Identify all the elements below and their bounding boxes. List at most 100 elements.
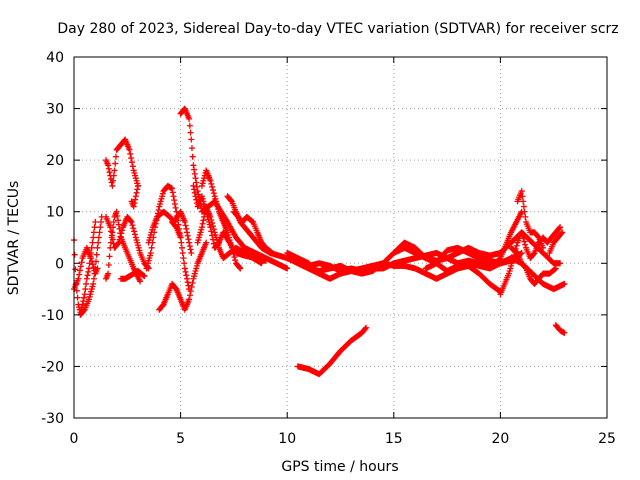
- data-point: [89, 261, 96, 268]
- data-point: [111, 167, 118, 174]
- data-point: [109, 182, 116, 189]
- data-point: [92, 219, 99, 226]
- chart-title: Day 280 of 2023, Sidereal Day-to-day VTE…: [57, 21, 618, 37]
- data-point: [561, 329, 568, 336]
- data-track: [145, 208, 195, 256]
- data-point: [199, 220, 206, 227]
- data-point: [90, 280, 97, 287]
- data-track: [194, 203, 265, 267]
- data-track: [102, 208, 144, 285]
- data-point: [127, 218, 134, 225]
- data-point: [97, 224, 104, 231]
- data-track: [177, 105, 291, 272]
- data-track: [230, 208, 276, 256]
- data-point: [540, 244, 547, 251]
- data-point: [112, 153, 119, 160]
- data-point: [207, 177, 214, 184]
- data-point: [186, 115, 193, 122]
- x-tick-label: 25: [598, 431, 616, 447]
- data-point: [95, 239, 102, 246]
- data-point: [90, 275, 97, 282]
- data-point: [110, 219, 117, 226]
- y-tick-label: 0: [55, 256, 64, 272]
- data-point: [128, 159, 135, 166]
- data-point: [521, 208, 528, 215]
- data-point: [191, 189, 198, 196]
- data-point: [209, 183, 216, 190]
- data-point: [181, 219, 188, 226]
- data-point: [106, 169, 113, 176]
- data-point: [132, 193, 139, 200]
- data-point: [210, 223, 217, 230]
- data-point: [110, 177, 117, 184]
- data-point: [521, 238, 528, 245]
- data-point: [513, 242, 520, 249]
- data-point: [189, 279, 196, 286]
- data-point: [284, 265, 291, 272]
- data-point: [105, 262, 112, 269]
- data-point: [112, 160, 119, 167]
- data-point: [89, 239, 96, 246]
- data-point: [558, 230, 565, 237]
- data-point: [186, 296, 193, 303]
- data-point: [203, 239, 210, 246]
- data-point: [107, 239, 114, 246]
- x-axis-label: GPS time / hours: [281, 459, 398, 475]
- data-point: [128, 155, 135, 162]
- data-point: [191, 186, 198, 193]
- data-point: [171, 200, 178, 207]
- data-point: [74, 294, 81, 301]
- data-point: [132, 196, 139, 203]
- data-point: [114, 213, 121, 220]
- data-point: [557, 260, 564, 267]
- data-point: [90, 229, 97, 236]
- plot-frame: [73, 56, 608, 419]
- data-track: [77, 213, 105, 318]
- data-point: [81, 291, 88, 298]
- data-point: [190, 162, 197, 169]
- data-point: [141, 273, 148, 280]
- data-point: [110, 172, 117, 179]
- data-point: [88, 255, 95, 262]
- data-point: [116, 236, 123, 243]
- data-marks: [71, 105, 568, 378]
- data-point: [129, 163, 136, 170]
- data-point: [105, 162, 112, 169]
- data-point: [118, 230, 125, 237]
- data-point: [90, 234, 97, 241]
- y-tick-label: -30: [41, 411, 64, 427]
- data-point: [186, 292, 193, 299]
- data-point: [93, 258, 100, 265]
- data-point: [169, 185, 176, 192]
- data-point: [85, 268, 92, 275]
- data-point: [115, 239, 122, 246]
- data-point: [556, 225, 563, 232]
- data-point: [71, 251, 78, 258]
- data-point: [552, 265, 559, 272]
- data-point: [209, 220, 216, 227]
- data-point: [155, 206, 162, 213]
- data-point: [113, 208, 120, 215]
- y-tick-label: 30: [46, 102, 64, 118]
- data-point: [186, 239, 193, 246]
- data-point: [82, 286, 89, 293]
- data-point: [180, 255, 187, 262]
- data-track: [508, 244, 559, 287]
- data-point: [127, 150, 134, 157]
- data-track: [169, 219, 184, 241]
- data-point: [231, 254, 238, 261]
- data-point: [269, 249, 276, 256]
- data-point: [262, 257, 269, 264]
- data-point: [83, 280, 90, 287]
- data-point: [84, 272, 91, 279]
- data-point: [72, 266, 79, 273]
- data-point: [105, 270, 112, 277]
- data-point: [191, 170, 198, 177]
- data-track: [552, 322, 568, 336]
- data-point: [131, 231, 138, 238]
- data-point: [130, 225, 137, 232]
- x-axis-ticks: 0 5 10 15 20 25: [70, 57, 616, 447]
- y-tick-label: -10: [41, 308, 64, 324]
- data-point: [128, 219, 135, 226]
